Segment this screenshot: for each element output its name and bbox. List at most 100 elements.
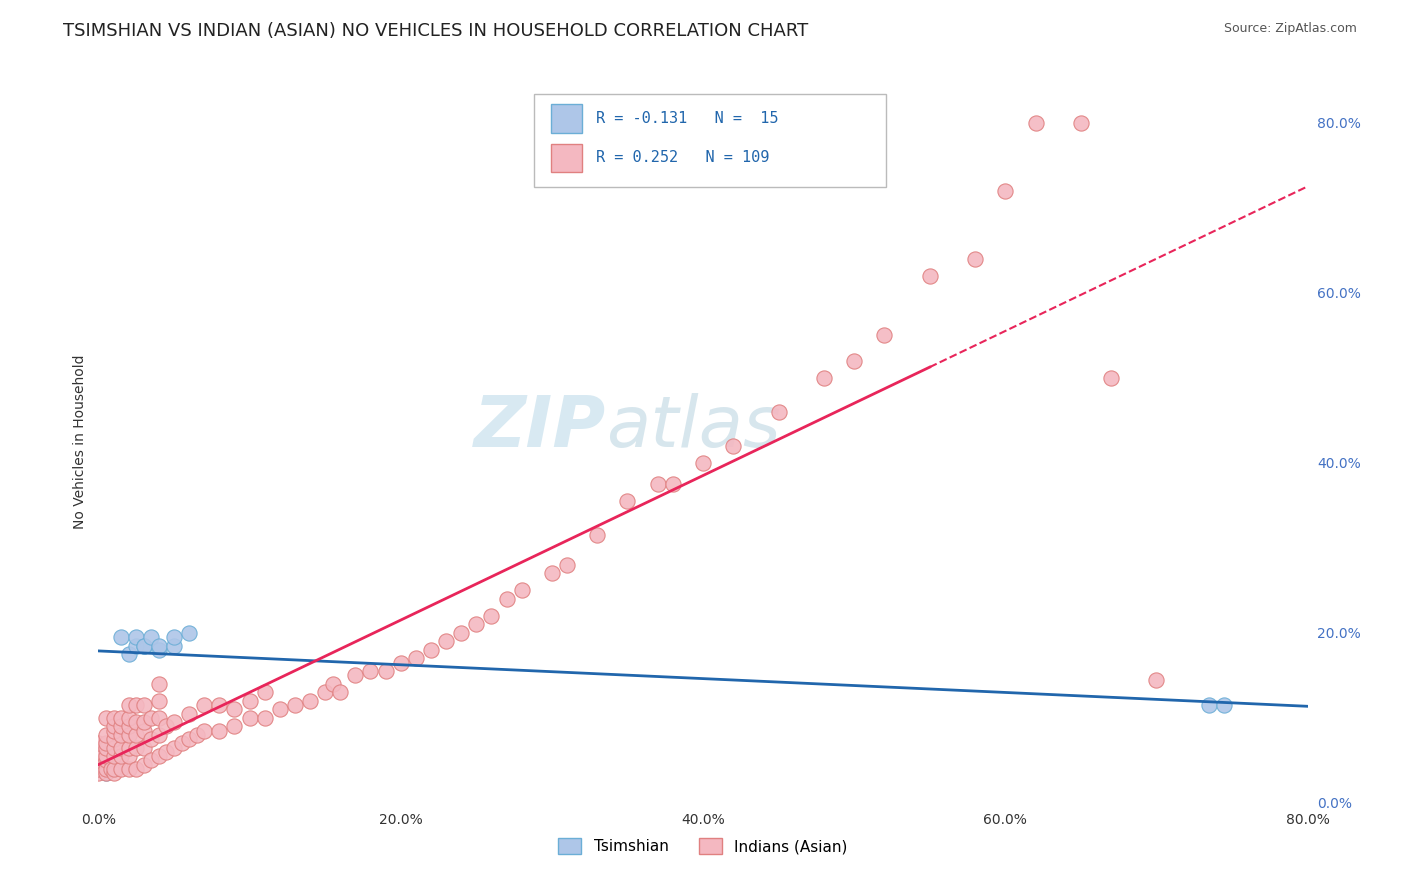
Y-axis label: No Vehicles in Household: No Vehicles in Household — [73, 354, 87, 529]
Point — [844, 353, 866, 368]
Point — [647, 477, 669, 491]
Point — [723, 439, 745, 453]
Text: TSIMSHIAN VS INDIAN (ASIAN) NO VEHICLES IN HOUSEHOLD CORRELATION CHART: TSIMSHIAN VS INDIAN (ASIAN) NO VEHICLES … — [63, 22, 808, 40]
Point — [1213, 698, 1236, 712]
Point — [103, 719, 125, 733]
Point — [87, 766, 110, 780]
Point — [87, 736, 110, 750]
Point — [329, 685, 352, 699]
Point — [269, 702, 291, 716]
Text: Source: ZipAtlas.com: Source: ZipAtlas.com — [1223, 22, 1357, 36]
Point — [132, 723, 155, 738]
Point — [1024, 116, 1046, 130]
Point — [314, 685, 336, 699]
Point — [813, 371, 835, 385]
Point — [208, 723, 231, 738]
Point — [163, 630, 186, 644]
Point — [118, 719, 141, 733]
Point — [87, 745, 110, 759]
Point — [186, 728, 208, 742]
Point — [125, 740, 148, 755]
Point — [540, 566, 562, 581]
Point — [179, 732, 201, 747]
Point — [141, 630, 163, 644]
Point — [170, 736, 193, 750]
Point — [253, 685, 276, 699]
Point — [148, 677, 170, 691]
Text: R = 0.252   N = 109: R = 0.252 N = 109 — [596, 151, 769, 165]
Point — [148, 711, 170, 725]
Point — [110, 719, 132, 733]
Point — [389, 656, 412, 670]
Point — [179, 625, 201, 640]
Point — [148, 639, 170, 653]
Point — [155, 719, 177, 733]
Point — [94, 711, 117, 725]
Point — [965, 252, 987, 266]
Point — [450, 625, 472, 640]
Point — [420, 642, 443, 657]
Point — [125, 762, 148, 776]
Point — [125, 630, 148, 644]
Point — [125, 728, 148, 742]
Point — [118, 740, 141, 755]
Point — [163, 740, 186, 755]
Point — [360, 664, 382, 678]
Text: R = -0.131   N =  15: R = -0.131 N = 15 — [596, 112, 779, 126]
Point — [495, 591, 517, 606]
Point — [87, 753, 110, 767]
Point — [110, 762, 132, 776]
Point — [253, 711, 276, 725]
Point — [299, 694, 322, 708]
Point — [510, 583, 533, 598]
Point — [1198, 698, 1220, 712]
Point — [179, 706, 201, 721]
Point — [555, 558, 578, 572]
Point — [481, 608, 503, 623]
Point — [141, 711, 163, 725]
Point — [103, 711, 125, 725]
Point — [103, 723, 125, 738]
Point — [465, 617, 488, 632]
Point — [193, 723, 215, 738]
Point — [118, 749, 141, 764]
Point — [661, 477, 683, 491]
Point — [110, 630, 132, 644]
Point — [616, 494, 638, 508]
Point — [132, 740, 155, 755]
Point — [692, 456, 714, 470]
Point — [87, 762, 110, 776]
Point — [94, 766, 117, 780]
Point — [224, 702, 246, 716]
Point — [132, 639, 155, 653]
Point — [132, 714, 155, 729]
Point — [284, 698, 307, 712]
Point — [110, 711, 132, 725]
Point — [1070, 116, 1092, 130]
Point — [118, 698, 141, 712]
Point — [125, 714, 148, 729]
Text: ZIP: ZIP — [474, 392, 606, 461]
Point — [94, 736, 117, 750]
Point — [100, 762, 122, 776]
Point — [344, 668, 367, 682]
Point — [118, 728, 141, 742]
Point — [239, 694, 262, 708]
Point — [1144, 673, 1167, 687]
Point — [125, 639, 148, 653]
Point — [768, 405, 790, 419]
Point — [103, 732, 125, 747]
Point — [94, 740, 117, 755]
Point — [87, 749, 110, 764]
Point — [1099, 371, 1122, 385]
Point — [94, 762, 117, 776]
Point — [873, 328, 896, 343]
Point — [132, 698, 155, 712]
Point — [322, 677, 344, 691]
Point — [405, 651, 427, 665]
Point — [163, 714, 186, 729]
Point — [94, 766, 117, 780]
Point — [148, 642, 170, 657]
Point — [94, 728, 117, 742]
Point — [208, 698, 231, 712]
